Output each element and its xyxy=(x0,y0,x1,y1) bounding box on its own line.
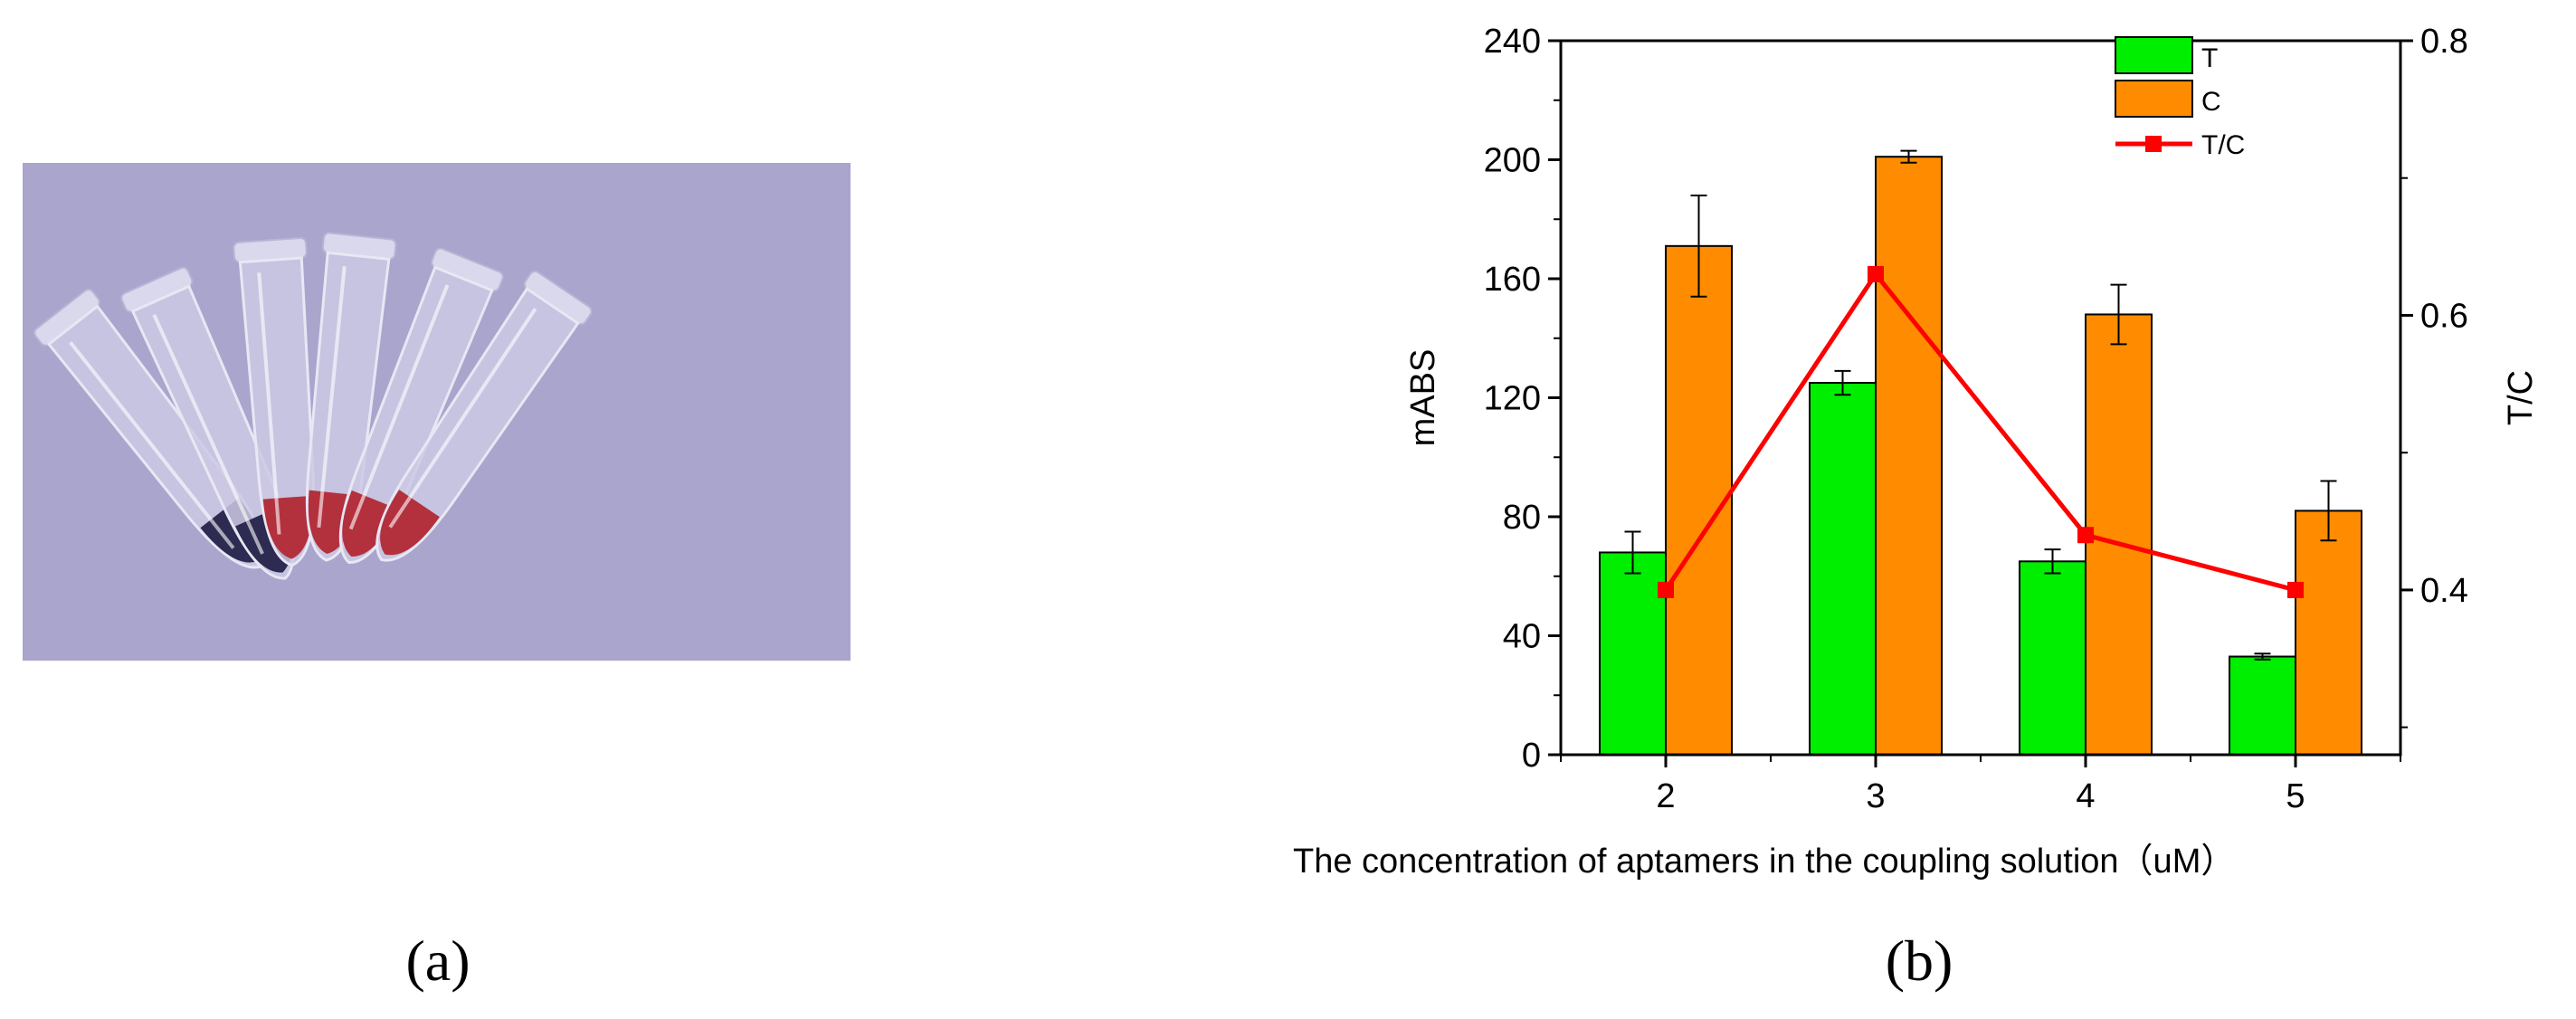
y2-tick-label: 0.8 xyxy=(2420,23,2468,61)
bar-t-3 xyxy=(1809,382,1877,756)
legend-item-tc: T/C xyxy=(2115,130,2245,160)
error-bar xyxy=(2254,652,2271,661)
error-bar xyxy=(1690,194,1707,298)
x-tick-label: 5 xyxy=(2286,777,2305,815)
point-tc-5 xyxy=(2287,581,2304,598)
x-tick-label: 4 xyxy=(2076,777,2095,815)
legend-marker xyxy=(2145,136,2162,152)
y-tick-label: 120 xyxy=(1484,380,1541,418)
y-axis-right: 0.4 0.6 0.8 xyxy=(2400,23,2468,729)
panel-label-a: (a) xyxy=(405,929,471,993)
y2-axis-title: T/C xyxy=(2502,370,2540,425)
tube-photo-drawing xyxy=(23,163,851,661)
y-tick-label: 240 xyxy=(1484,23,1541,61)
legend-item-c: C xyxy=(2115,80,2221,118)
tube-liquid xyxy=(380,490,440,556)
y-tick-label: 80 xyxy=(1503,499,1541,537)
bar-c-4 xyxy=(2085,313,2153,756)
legend-swatch xyxy=(2115,36,2193,74)
x-axis: 2 3 4 5 xyxy=(1560,755,2401,815)
error-bar xyxy=(1834,369,1851,396)
tube-highlight xyxy=(152,313,264,555)
tube xyxy=(338,247,504,565)
point-tc-4 xyxy=(2077,527,2094,544)
legend-item-t: T xyxy=(2115,36,2218,74)
bar-c-3 xyxy=(1875,156,1943,756)
tube-liquid xyxy=(262,495,312,559)
legend-label: C xyxy=(2201,87,2221,117)
y-axis-title: mABS xyxy=(1404,349,1442,447)
y-tick-label: 0 xyxy=(1522,737,1541,775)
bar-c-5 xyxy=(2295,510,2362,756)
x-tick-label: 2 xyxy=(1656,777,1675,815)
point-tc-2 xyxy=(1658,581,1674,598)
tube-photo xyxy=(23,163,851,661)
error-bar xyxy=(2110,283,2127,346)
y2-tick-label: 0.4 xyxy=(2420,572,2468,610)
bar-t-5 xyxy=(2229,655,2296,757)
legend-label: T/C xyxy=(2201,130,2245,160)
bar-line-chart: 2 3 4 5 0 40 80 120 160 200 240 0.4 0.6 0.8 TC T/C m… xyxy=(1293,23,2540,881)
x-axis-title: The concentration of aptamers in the cou… xyxy=(1293,843,2235,881)
tube-body xyxy=(375,287,580,562)
legend-label: T xyxy=(2201,43,2218,73)
tube-highlight xyxy=(257,272,281,535)
y-tick-label: 200 xyxy=(1484,142,1541,180)
bar-t-4 xyxy=(2019,560,2086,756)
y-tick-label: 160 xyxy=(1484,261,1541,299)
legend-swatch xyxy=(2115,80,2193,118)
tube-highlight xyxy=(317,266,347,529)
line-tc xyxy=(1663,270,2296,593)
panel-label-b: (b) xyxy=(1885,929,1953,993)
legend: TC T/C xyxy=(2115,36,2245,160)
tube-highlight xyxy=(388,307,537,529)
tube-liquid xyxy=(342,490,397,557)
error-bar xyxy=(1624,530,1641,575)
error-bar xyxy=(1900,149,1917,164)
tubes-group xyxy=(33,232,593,580)
bar-t-2 xyxy=(1599,551,1667,757)
error-bar xyxy=(2044,548,2061,575)
tube-highlight xyxy=(69,341,235,549)
y2-tick-label: 0.6 xyxy=(2420,297,2468,335)
tube-highlight xyxy=(348,284,450,530)
tube xyxy=(233,237,316,567)
tube xyxy=(375,270,593,562)
point-tc-3 xyxy=(1868,265,1884,282)
x-tick-label: 3 xyxy=(1866,777,1885,815)
y-axis-left: 0 40 80 120 160 200 240 xyxy=(1484,23,1561,775)
bar-c-2 xyxy=(1665,244,1733,756)
error-bar xyxy=(2320,480,2337,542)
y-tick-label: 40 xyxy=(1503,618,1541,656)
plot-layer xyxy=(1599,149,2362,757)
